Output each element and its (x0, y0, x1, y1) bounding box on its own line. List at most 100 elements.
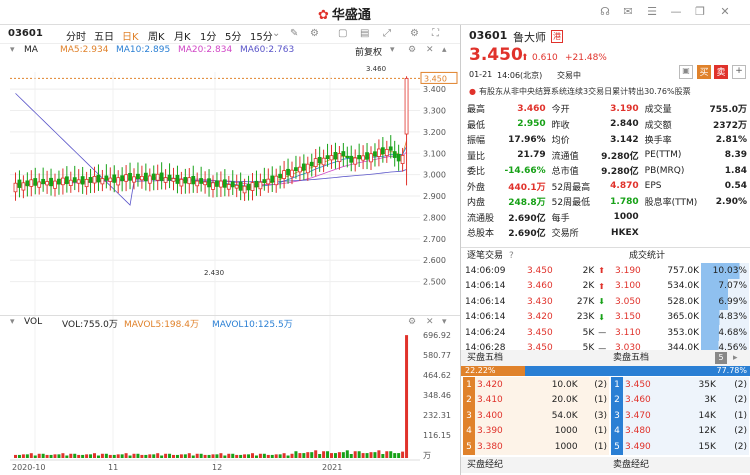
tab-week-k[interactable]: 周K (148, 32, 165, 43)
bid-title: 买盘五档 (467, 353, 504, 363)
close-icon[interactable]: ✕ (720, 5, 730, 18)
volume-bar (337, 452, 341, 458)
help-icon[interactable]: ? (509, 251, 514, 261)
volume-bar (172, 454, 175, 458)
chevron-down-icon[interactable]: ⌄ (272, 28, 281, 39)
tab-timeshare[interactable]: 分时 (66, 32, 86, 43)
low-label: 2.430 (204, 269, 224, 277)
sell-button[interactable]: 卖 (714, 65, 728, 79)
tab-5min[interactable]: 5分 (225, 32, 242, 43)
chevron-icon[interactable]: ▸ (733, 353, 738, 363)
menu-icon[interactable]: ☰ (647, 5, 657, 18)
volume-bar (100, 453, 104, 458)
candle-body (171, 178, 176, 182)
square-icon[interactable]: ▢ (338, 28, 348, 39)
stats-row: 总股本 2.690亿 交易所 HKEX (463, 225, 749, 241)
collapse-icon[interactable]: ▾ (10, 317, 15, 327)
notice-text[interactable]: 有股东从非中央结算系统连续3交易日累计转出30.76%股票 (479, 87, 691, 96)
vol-label[interactable]: VOL (24, 317, 43, 327)
headset-icon[interactable]: ☊ (600, 5, 610, 18)
stat-label: 均价 (551, 136, 570, 147)
restore-icon[interactable]: ❐ (695, 5, 705, 18)
trade-time: 14:06:14 (465, 312, 506, 323)
volume-bar (93, 453, 96, 458)
volume-bar (270, 454, 274, 458)
vol-stats-title[interactable]: 成交统计 (629, 251, 666, 261)
arrow-down-icon[interactable]: ▾ (442, 317, 447, 327)
buy-button[interactable]: 买 (697, 65, 711, 79)
trades-title[interactable]: 逐笔交易 (467, 251, 504, 261)
candle-body (159, 172, 164, 181)
candle-body (179, 178, 184, 187)
collapse-icon[interactable]: ▾ (10, 45, 15, 55)
settings-icon[interactable]: ⚙ (408, 317, 417, 327)
mail-icon[interactable]: ✉ (623, 5, 633, 18)
close-icon[interactable]: ✕ (426, 317, 434, 327)
volume-bar (310, 452, 314, 458)
volume-bar (349, 454, 353, 458)
stat-label: PB(MRQ) (644, 165, 685, 176)
adjust-dropdown[interactable]: 前复权 (355, 48, 383, 58)
depth-level-button[interactable]: 5 (715, 352, 727, 364)
candle-body (203, 181, 208, 186)
stats-row: 流通股 2.690亿 每手 1000 (463, 210, 749, 226)
candle-body (45, 181, 49, 186)
tab-15min[interactable]: 15分 (250, 32, 273, 43)
stat-label: 换手率 (644, 136, 672, 147)
volume-bar (302, 453, 306, 458)
volume-bar (227, 453, 231, 458)
stat-label: 振幅 (467, 136, 486, 147)
volume-bars (14, 335, 409, 458)
volume-bar (69, 453, 73, 458)
candlestick-chart[interactable]: 3.400 3.300 3.200 3.100 3.000 2.900 2.800 2.700… (0, 58, 460, 475)
bid-ask-ratio-bar: 22.22% 77.78% (461, 366, 750, 376)
ask-orders: (2) (734, 395, 747, 406)
candle-body (262, 179, 267, 183)
volume-bar (89, 454, 93, 458)
tab-month-k[interactable]: 月K (174, 32, 191, 43)
settings-icon[interactable]: ⚙ (310, 28, 319, 39)
lock-icon[interactable]: ▣ (679, 65, 693, 79)
stats-row: 振幅 17.96% 均价 3.142 换手率 2.81% (463, 132, 749, 148)
layout-icon[interactable]: ▤ (360, 28, 370, 39)
vol-stat-pct: 4.68% (701, 325, 749, 341)
bid-broker-title[interactable]: 买盘经纪 (467, 460, 504, 470)
stats-row: 最低 2.950 昨收 2.840 成交额 2372万 (463, 117, 749, 133)
tab-1min[interactable]: 1分 (200, 32, 217, 43)
gear-icon[interactable]: ⚙ (410, 28, 419, 39)
minimize-icon[interactable]: — (670, 5, 682, 18)
stat-value: 3.460 (517, 103, 546, 114)
vol-stats-table: 3.190 757.0K 10.03% 3.100 534.0K 7.07% 3.050 52… (613, 263, 749, 356)
chevron-down-icon[interactable]: ▾ (390, 45, 395, 55)
add-icon[interactable]: + (732, 65, 746, 79)
stat-value: 1.84 (724, 165, 747, 176)
volume-bar (128, 455, 132, 458)
arrow-up-icon[interactable]: ▴ (442, 45, 447, 55)
close-icon[interactable]: ✕ (426, 45, 434, 55)
date-tick: 12 (212, 463, 222, 472)
candle-body (396, 153, 401, 162)
volume-bar (156, 453, 160, 458)
ask-price: 3.460 (625, 395, 651, 406)
candle-body (112, 174, 117, 183)
candle-body (218, 180, 223, 188)
vol-stat-row: 3.100 534.0K 7.07% (613, 278, 749, 294)
volume-bar (61, 453, 65, 458)
ma10-value: MA10:2.895 (116, 45, 171, 55)
tab-day-k[interactable]: 日K (122, 32, 139, 43)
candle-body (337, 153, 342, 163)
price-tick: 2.600 (423, 256, 446, 265)
ask-broker-title[interactable]: 卖盘经纪 (613, 460, 650, 470)
pen-icon[interactable]: ✎ (290, 28, 299, 39)
expand-icon[interactable]: ⤢ (383, 28, 391, 39)
volume-bar (49, 454, 53, 458)
tab-five-day[interactable]: 五日 (94, 32, 114, 43)
settings-icon[interactable]: ⚙ (408, 45, 417, 55)
vol-stat-pct: 6.99% (701, 294, 749, 310)
stat-label: 交易所 (551, 229, 579, 240)
stat-label: 股息率(TTM) (644, 198, 698, 209)
bid-orders: (3) (594, 410, 607, 421)
stat-label: 昨收 (551, 120, 570, 131)
fullscreen-icon[interactable]: ⛶ (432, 28, 439, 39)
ma-label[interactable]: MA (24, 45, 38, 55)
